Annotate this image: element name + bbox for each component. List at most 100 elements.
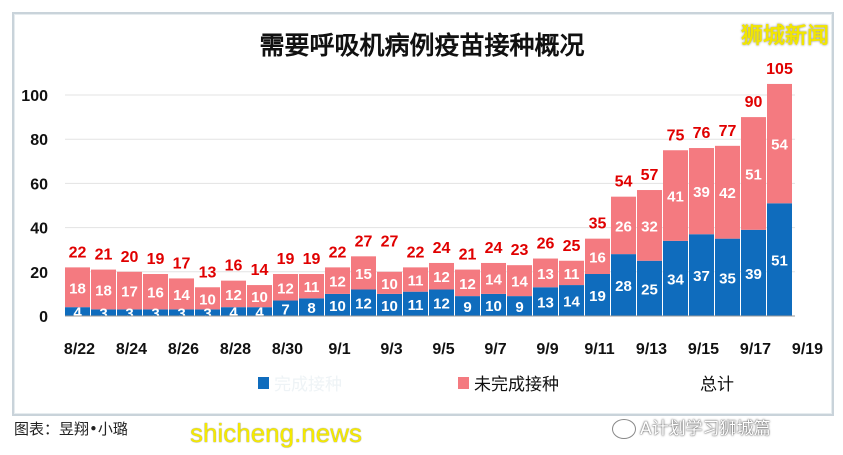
- data-label-total: 90: [745, 94, 763, 111]
- bar-incomplete: [325, 267, 350, 294]
- bar-complete: [429, 289, 454, 316]
- data-label-total: 14: [251, 262, 269, 279]
- bar-incomplete: [689, 148, 714, 235]
- bar-complete: [559, 285, 584, 316]
- data-label-total: 21: [95, 247, 113, 264]
- data-label-complete: 14: [563, 294, 580, 311]
- data-label-incomplete: 12: [459, 276, 476, 293]
- x-tick-label: 8/30: [272, 341, 303, 358]
- bar-complete: [169, 309, 194, 316]
- bar-incomplete: [533, 258, 558, 288]
- data-label-complete: 8: [307, 300, 315, 317]
- data-label-complete: 7: [281, 301, 289, 318]
- bar-complete: [611, 254, 636, 316]
- data-label-incomplete: 51: [745, 166, 762, 183]
- data-label-complete: 10: [381, 298, 398, 315]
- bar-complete: [143, 309, 168, 316]
- bar-complete: [247, 307, 272, 316]
- bar-complete: [455, 296, 480, 316]
- data-label-total: 17: [173, 255, 191, 272]
- data-label-total: 105: [766, 61, 793, 78]
- data-label-complete: 12: [355, 296, 372, 313]
- y-tick-label: 80: [30, 132, 48, 149]
- data-label-total: 13: [199, 264, 217, 281]
- y-tick-label: 40: [30, 221, 48, 238]
- bar-incomplete: [91, 269, 116, 310]
- data-label-incomplete: 12: [277, 280, 294, 297]
- x-tick-label: 9/13: [636, 341, 667, 358]
- data-label-incomplete: 26: [615, 218, 632, 235]
- data-label-incomplete: 54: [771, 137, 788, 154]
- legend-label: 未完成接种: [474, 375, 559, 395]
- data-label-complete: 4: [255, 305, 264, 322]
- data-label-total: 77: [719, 123, 737, 140]
- data-label-incomplete: 11: [304, 279, 320, 296]
- data-label-total: 20: [121, 249, 139, 266]
- data-label-total: 54: [615, 174, 633, 191]
- data-label-incomplete: 41: [667, 189, 684, 206]
- data-label-incomplete: 18: [95, 282, 112, 299]
- data-label-incomplete: 11: [408, 273, 424, 290]
- data-label-complete: 9: [515, 299, 523, 316]
- y-tick-label: 100: [21, 88, 48, 105]
- data-label-incomplete: 13: [537, 266, 554, 283]
- data-label-total: 22: [329, 244, 347, 261]
- x-tick-label: 8/22: [64, 341, 95, 358]
- legend-label: 总计: [700, 375, 734, 395]
- data-label-total: 19: [277, 251, 295, 268]
- bar-complete: [325, 293, 350, 316]
- bar-complete: [585, 274, 610, 316]
- data-label-total: 35: [589, 216, 607, 233]
- bar-complete: [403, 291, 428, 316]
- data-label-incomplete: 11: [564, 266, 580, 283]
- bar-incomplete: [429, 262, 454, 290]
- bar-complete: [481, 293, 506, 316]
- bar-incomplete: [455, 269, 480, 297]
- bar-incomplete: [637, 190, 662, 261]
- data-label-complete: 19: [589, 288, 606, 305]
- data-label-total: 75: [667, 127, 685, 144]
- bar-incomplete: [117, 271, 142, 310]
- y-tick-label: 20: [30, 265, 48, 282]
- data-label-incomplete: 39: [693, 184, 710, 201]
- data-label-total: 24: [433, 240, 451, 257]
- data-label-complete: 4: [229, 305, 238, 322]
- bar-complete: [273, 300, 298, 316]
- bar-complete: [221, 307, 246, 316]
- bar-incomplete: [767, 83, 792, 204]
- x-tick-label: 8/28: [220, 341, 251, 358]
- data-label-incomplete: 12: [329, 274, 346, 291]
- data-label-complete: 3: [125, 306, 133, 323]
- data-label-incomplete: 18: [69, 280, 86, 297]
- y-tick-label: 60: [30, 176, 48, 193]
- bar-complete: [689, 234, 714, 316]
- data-label-complete: 3: [99, 306, 107, 323]
- bar-incomplete: [481, 262, 506, 294]
- watermark-top: 狮城新闻: [740, 24, 829, 49]
- y-tick-label: 0: [39, 309, 48, 326]
- bar-incomplete: [169, 278, 194, 310]
- x-tick-label: 9/17: [740, 341, 771, 358]
- data-label-complete: 39: [745, 266, 762, 283]
- x-tick-label: 9/7: [484, 341, 506, 358]
- x-tick-label: 9/15: [688, 341, 719, 358]
- bar-incomplete: [403, 267, 428, 292]
- legend-label: 完成接种: [274, 375, 342, 395]
- bar-incomplete: [247, 285, 272, 308]
- bar-incomplete: [351, 256, 376, 290]
- bar-incomplete: [559, 260, 584, 286]
- bar-complete: [377, 293, 402, 316]
- data-label-incomplete: 10: [199, 291, 216, 308]
- bar-incomplete: [195, 287, 220, 310]
- bar-incomplete: [273, 274, 298, 301]
- data-label-total: 57: [641, 167, 659, 184]
- bar-complete: [637, 260, 662, 316]
- data-label-complete: 3: [151, 306, 159, 323]
- bar-incomplete: [299, 274, 324, 299]
- x-tick-label: 9/1: [328, 341, 350, 358]
- data-label-complete: 4: [73, 305, 82, 322]
- wechat-account: A计划学习狮城篇: [640, 419, 771, 439]
- bar-complete: [351, 289, 376, 316]
- data-label-total: 27: [355, 233, 373, 250]
